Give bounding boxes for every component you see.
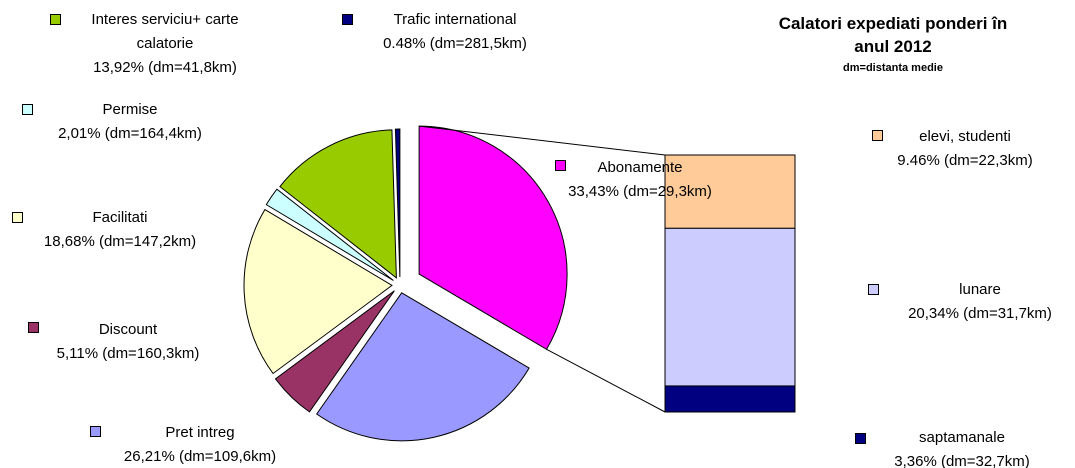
- label-name: Abonamente: [597, 159, 683, 176]
- data-label: Trafic international 0.48% (dm=281,5km): [345, 8, 565, 56]
- chart-title: Calatori expediati ponderi în anul 2012: [778, 14, 1008, 56]
- pie-slice: [265, 188, 394, 281]
- legend-swatch: [50, 14, 61, 25]
- connector-line: [419, 125, 666, 156]
- label-value: 20,34% (dm=31,7km): [908, 305, 1052, 322]
- bar-segment: [664, 227, 796, 387]
- data-label: Facilitati 18,68% (dm=147,2km): [10, 206, 230, 254]
- label-value: 33,43% (dm=29,3km): [568, 183, 712, 200]
- legend-swatch: [28, 322, 39, 333]
- label-value: 0.48% (dm=281,5km): [383, 35, 527, 52]
- legend-swatch: [22, 104, 33, 115]
- pie-slice: [394, 128, 401, 278]
- data-label: Interes serviciu+ carte calatorie 13,92% …: [70, 8, 260, 80]
- data-label: Discount 5,11% (dm=160,3km): [18, 318, 238, 366]
- legend-swatch: [555, 160, 566, 171]
- legend-swatch: [342, 14, 353, 25]
- legend-swatch: [855, 433, 866, 444]
- label-value: 5,11% (dm=160,3km): [56, 345, 200, 362]
- connector-line: [546, 348, 666, 413]
- pie-slice: [316, 292, 530, 442]
- label-name: elevi, studenti: [919, 128, 1011, 145]
- pie-slice: [274, 290, 395, 413]
- label-name: saptamanale: [919, 429, 1005, 446]
- data-label: saptamanale 3,36% (dm=32,7km): [857, 426, 1067, 468]
- legend-swatch: [90, 426, 101, 437]
- label-name: lunare: [959, 281, 1001, 298]
- data-label: lunare 20,34% (dm=31,7km): [875, 278, 1075, 326]
- label-value: 9.46% (dm=22,3km): [897, 152, 1033, 169]
- data-label: elevi, studenti 9.46% (dm=22,3km): [860, 125, 1070, 173]
- chart-subtitle: dm=distanta medie: [843, 62, 943, 74]
- bar-segment: [664, 385, 796, 413]
- data-label: Permise 2,01% (dm=164,4km): [20, 98, 240, 146]
- label-name: Pret intreg: [165, 424, 235, 441]
- pie-slice: [279, 129, 397, 279]
- data-label: Pret intreg 26,21% (dm=109,6km): [90, 421, 310, 468]
- data-label: Abonamente 33,43% (dm=29,3km): [530, 156, 750, 204]
- label-name: Trafic international: [393, 11, 517, 28]
- legend-swatch: [872, 130, 883, 141]
- label-value: 18,68% (dm=147,2km): [43, 233, 197, 250]
- label-value: 3,36% (dm=32,7km): [894, 453, 1030, 468]
- label-value: 13,92% (dm=41,8km): [93, 59, 237, 76]
- label-value: 2,01% (dm=164,4km): [58, 125, 202, 142]
- label-name: Interes serviciu+ carte calatorie: [91, 11, 239, 52]
- pie-slice: [243, 208, 393, 375]
- label-name: Facilitati: [92, 209, 148, 226]
- bar-segment: [664, 154, 796, 229]
- label-name: Discount: [98, 321, 158, 338]
- legend-swatch: [12, 212, 23, 223]
- label-value: 26,21% (dm=109,6km): [123, 448, 277, 465]
- pie-slice: [418, 125, 568, 350]
- legend-swatch: [868, 284, 879, 295]
- label-name: Permise: [102, 101, 158, 118]
